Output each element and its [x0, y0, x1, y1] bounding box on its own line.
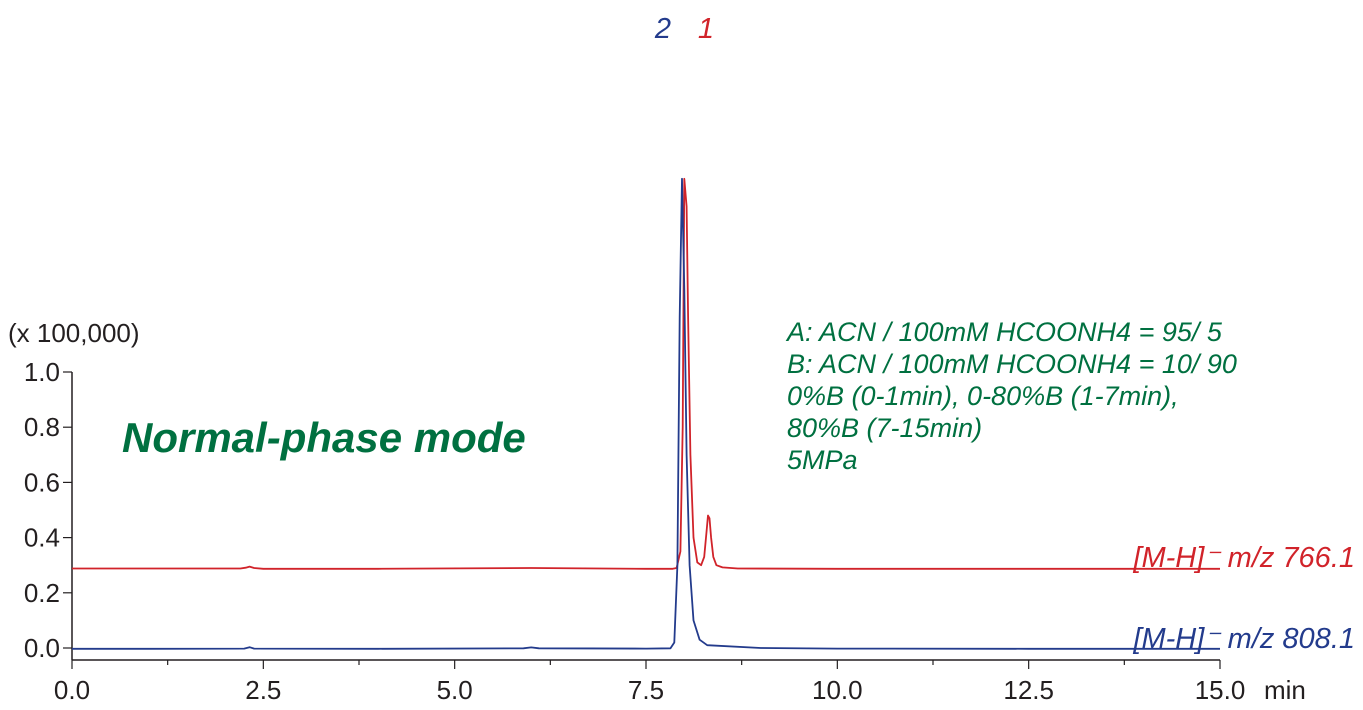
conditions-block: A: ACN / 100mM HCOONH4 = 95/ 5 B: ACN / …	[785, 317, 1237, 475]
x-tick-label: 2.5	[245, 675, 281, 705]
traces	[72, 177, 1220, 650]
series-label-766: [M-H]⁻ m/z 766.1	[1132, 542, 1355, 574]
x-tick-label: 7.5	[628, 675, 664, 705]
x-unit-label: min	[1264, 675, 1306, 705]
trace-line-766	[72, 177, 1220, 570]
x-tick-label: 15.0	[1195, 675, 1246, 705]
x-tick-label: 12.5	[1003, 675, 1054, 705]
y-tick-label: 0.4	[24, 523, 60, 553]
peak-label-2: 2	[654, 13, 671, 45]
peak-label-1: 1	[698, 13, 714, 45]
condition-line-c: 0%B (0-1min), 0-80%B (1-7min),	[787, 381, 1179, 411]
y-tick-label: 0.0	[24, 633, 60, 663]
x-tick-label: 0.0	[54, 675, 90, 705]
condition-line-a: A: ACN / 100mM HCOONH4 = 95/ 5	[785, 317, 1223, 347]
condition-line-b: B: ACN / 100mM HCOONH4 = 10/ 90	[787, 349, 1237, 379]
chart-title: Normal-phase mode	[122, 414, 526, 461]
condition-line-e: 5MPa	[787, 445, 858, 475]
y-unit-label: (x 100,000)	[8, 318, 140, 348]
trace-line-808	[72, 177, 1220, 650]
x-tick-label: 5.0	[437, 675, 473, 705]
y-tick-label: 0.8	[24, 412, 60, 442]
condition-line-d: 80%B (7-15min)	[787, 413, 982, 443]
y-tick-label: 0.6	[24, 467, 60, 497]
y-tick-label: 1.0	[24, 357, 60, 387]
y-tick-label: 0.2	[24, 578, 60, 608]
series-label-808: [M-H]⁻ m/z 808.1	[1132, 623, 1355, 655]
x-tick-label: 10.0	[812, 675, 863, 705]
axes: 0.0 2.5 5.0 7.5 10.0 12.5 15.0 min 0.0 0.2 0.4 0.6 0…	[24, 357, 1306, 705]
